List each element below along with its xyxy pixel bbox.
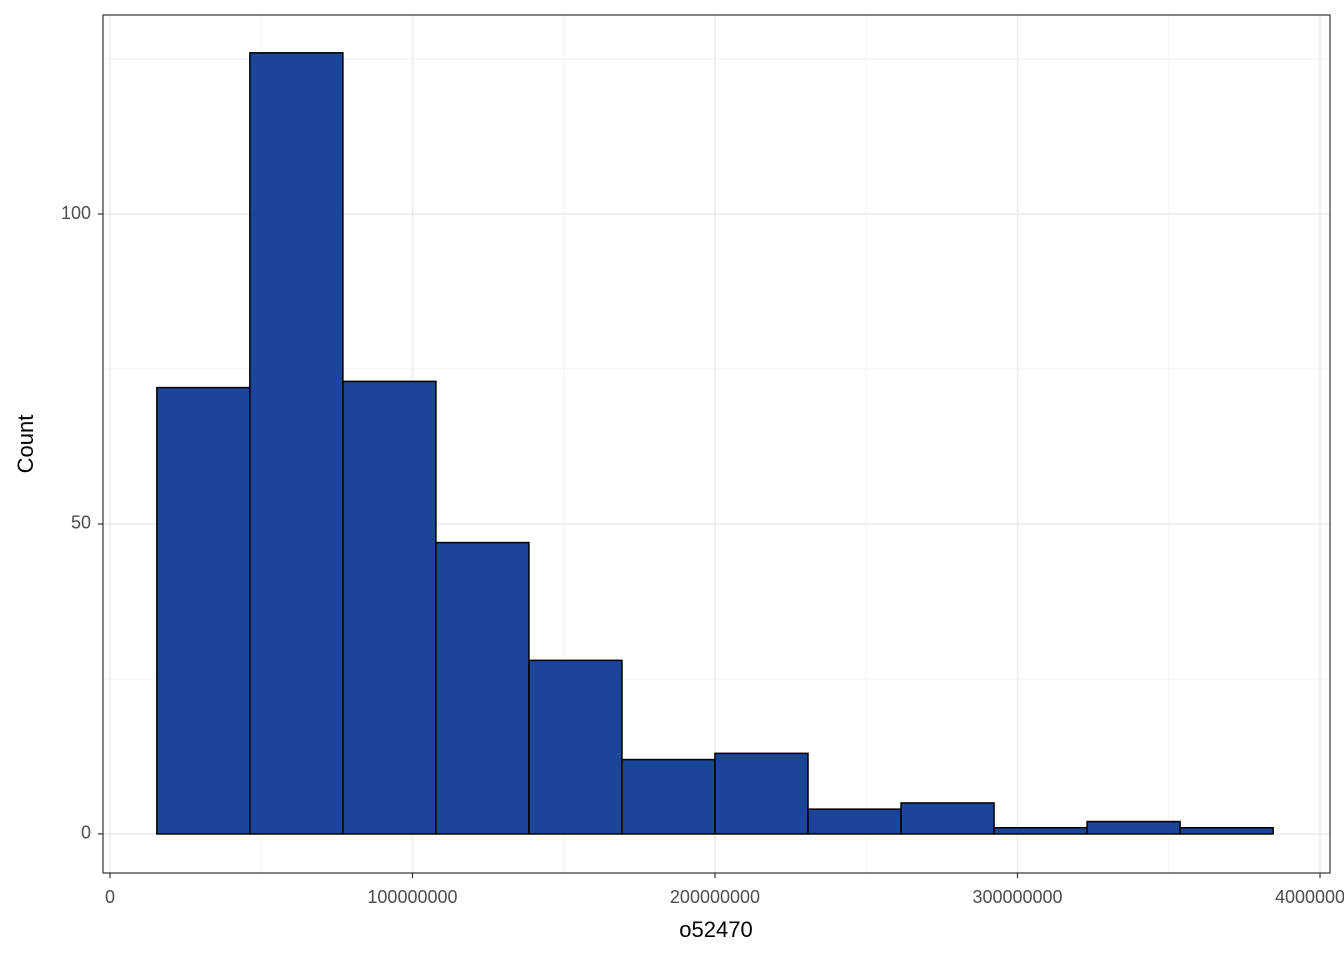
- y-tick-label: 50: [71, 513, 91, 533]
- bar: [993, 826, 1088, 835]
- x-axis-title: o52470: [679, 917, 752, 942]
- y-tick-label: 0: [81, 823, 91, 843]
- x-tick-label: 300000000: [972, 887, 1062, 907]
- y-axis-title: Count: [13, 415, 38, 474]
- bar: [528, 659, 623, 835]
- bar: [249, 52, 344, 835]
- bar: [435, 541, 530, 835]
- bar: [900, 802, 995, 835]
- x-tick-label: 100000000: [367, 887, 457, 907]
- x-tick-label: 0: [105, 887, 115, 907]
- bar: [807, 808, 902, 835]
- bar: [156, 386, 251, 835]
- bar: [1179, 826, 1274, 835]
- bar: [714, 752, 809, 835]
- y-tick-label: 100: [61, 203, 91, 223]
- x-tick-label: 200000000: [670, 887, 760, 907]
- bar: [621, 758, 716, 835]
- panel-border: [102, 14, 1331, 874]
- x-tick-label: 400000000: [1275, 887, 1344, 907]
- bar: [342, 380, 437, 835]
- bar: [1086, 820, 1181, 835]
